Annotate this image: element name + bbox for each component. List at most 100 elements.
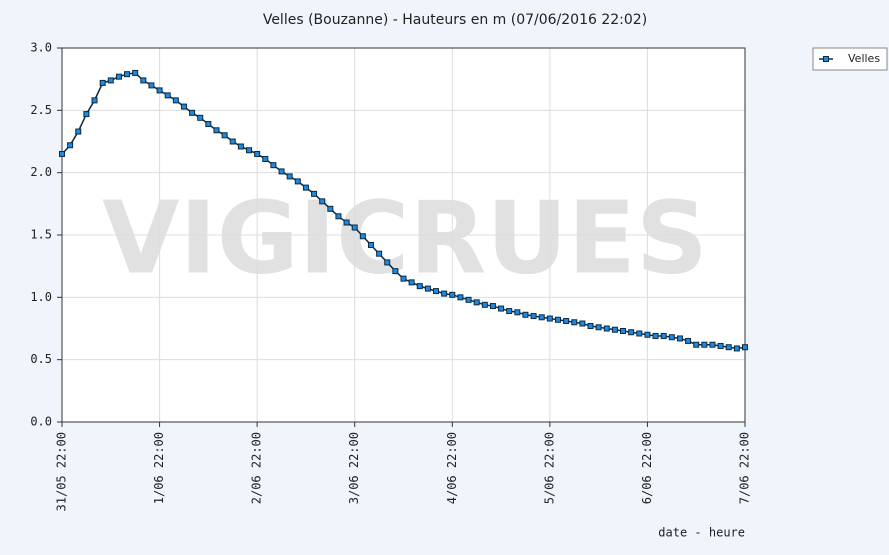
data-point: [701, 341, 708, 348]
x-tick-label: 4/06 22:00: [445, 432, 459, 504]
legend-box: [812, 47, 888, 71]
data-point: [180, 103, 187, 110]
data-point: [538, 314, 545, 321]
data-point: [554, 316, 561, 323]
data-point: [124, 71, 131, 78]
x-tick-label: 31/05 22:00: [55, 432, 69, 511]
y-tick-label: 1.0: [30, 290, 52, 304]
data-point: [351, 224, 358, 231]
chart-title: Velles (Bouzanne) - Hauteurs en m (07/06…: [263, 12, 647, 28]
data-point: [376, 250, 383, 257]
data-point: [67, 142, 74, 149]
data-point: [302, 184, 309, 191]
data-point: [327, 205, 334, 212]
data-point: [628, 329, 635, 336]
data-point: [514, 309, 521, 316]
data-point: [522, 311, 529, 318]
x-tick-label: 1/06 22:00: [152, 432, 166, 504]
data-point: [733, 345, 740, 352]
data-point: [636, 330, 643, 337]
data-point: [603, 325, 610, 332]
data-point: [660, 332, 667, 339]
data-point: [400, 275, 407, 282]
data-point: [693, 341, 700, 348]
data-point: [506, 308, 513, 315]
data-point: [286, 173, 293, 180]
data-point: [441, 290, 448, 297]
data-point: [189, 109, 196, 116]
y-tick-label: 0.5: [30, 352, 52, 366]
x-tick-label: 3/06 22:00: [347, 432, 361, 504]
data-point: [433, 288, 440, 295]
data-point: [156, 87, 163, 94]
data-point: [530, 313, 537, 320]
data-point: [709, 341, 716, 348]
data-point: [367, 241, 374, 248]
data-point: [571, 319, 578, 326]
data-point: [359, 233, 366, 240]
y-tick-label: 2.0: [30, 165, 52, 179]
data-point: [205, 121, 212, 128]
data-point: [140, 77, 147, 84]
y-tick-label: 3.0: [30, 41, 52, 55]
data-point: [164, 92, 171, 99]
data-point: [59, 150, 65, 157]
data-point: [620, 327, 627, 334]
data-point: [229, 138, 236, 145]
data-point: [132, 69, 139, 76]
data-point: [563, 318, 570, 325]
data-point: [75, 128, 82, 135]
data-point: [481, 301, 488, 308]
data-point: [83, 111, 90, 118]
data-point: [254, 150, 261, 157]
data-point: [611, 326, 618, 333]
data-point: [717, 342, 724, 349]
data-point: [465, 296, 472, 303]
data-point: [449, 291, 456, 298]
data-point: [221, 132, 228, 139]
data-point: [319, 198, 326, 205]
data-point: [676, 335, 683, 342]
data-point: [644, 331, 651, 338]
data-point: [237, 143, 244, 150]
data-point: [115, 73, 122, 80]
x-tick-label: 6/06 22:00: [640, 432, 654, 504]
data-point: [262, 155, 269, 162]
data-point: [107, 77, 114, 84]
y-tick-label: 1.5: [30, 228, 52, 242]
data-point: [489, 303, 496, 310]
data-point: [685, 337, 692, 344]
data-point: [595, 324, 602, 331]
data-point: [742, 344, 748, 351]
data-point: [587, 323, 594, 330]
data-point: [246, 147, 253, 154]
data-point: [172, 97, 179, 104]
data-point: [384, 259, 391, 266]
data-point: [91, 97, 98, 104]
data-point: [343, 219, 350, 226]
data-point: [270, 162, 277, 169]
data-point: [416, 283, 423, 290]
data-point: [408, 279, 415, 286]
x-tick-label: 2/06 22:00: [250, 432, 264, 504]
legend-marker: [823, 56, 829, 62]
data-point: [457, 294, 464, 301]
data-point: [579, 320, 586, 327]
data-point: [498, 305, 505, 312]
data-point: [213, 127, 220, 134]
data-point: [392, 268, 399, 275]
x-tick-label: 5/06 22:00: [542, 432, 556, 504]
data-point: [424, 285, 431, 292]
data-point: [148, 82, 155, 89]
data-point: [311, 190, 318, 197]
legend-label: Velles: [848, 52, 880, 65]
plot-frame: [61, 47, 746, 423]
data-point: [668, 334, 675, 341]
data-point: [473, 299, 480, 306]
data-point: [197, 114, 204, 121]
data-point: [725, 344, 732, 351]
data-point: [278, 168, 285, 175]
x-tick-label: 7/06 22:00: [738, 432, 752, 504]
data-point: [652, 332, 659, 339]
